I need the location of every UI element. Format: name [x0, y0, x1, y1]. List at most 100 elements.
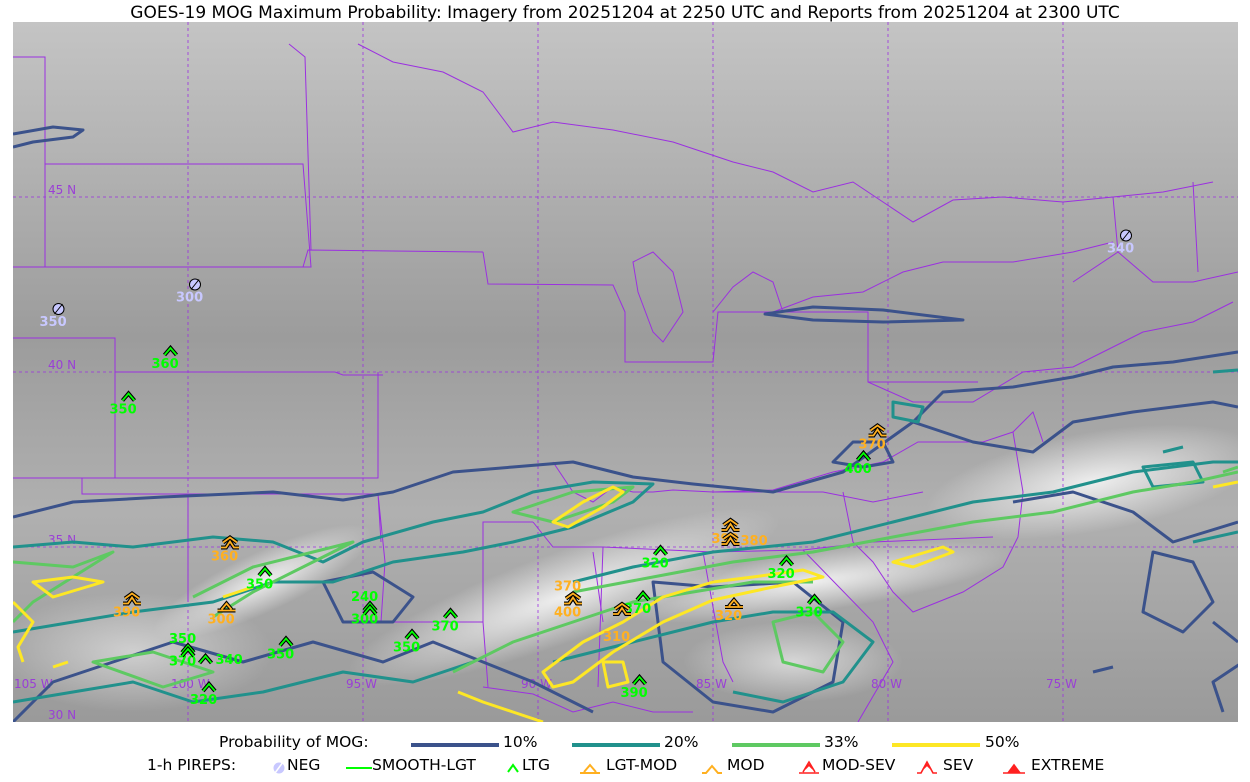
ltg-icon	[202, 682, 216, 692]
ltg-icon	[632, 675, 647, 685]
legend-neg: NEG	[287, 756, 321, 774]
mod-icon	[721, 532, 740, 545]
pirep-ltg[interactable]: 350	[246, 565, 273, 593]
ltg-icon	[363, 605, 377, 615]
pirep-neg[interactable]: 340	[1107, 229, 1134, 257]
ltg-icon	[121, 392, 136, 402]
pirep-altitude-label: 350	[110, 403, 137, 418]
pirep-ltg[interactable]: 390	[621, 673, 648, 701]
legend-swatch-50	[892, 743, 980, 747]
contour-10pct	[13, 125, 1238, 722]
ltg-icon	[405, 630, 419, 640]
pirep-altitude-label: 240	[351, 590, 378, 605]
lon-label: 80 W	[871, 677, 902, 691]
pirep-altitude-label: 350	[393, 641, 420, 656]
pirep-mod[interactable]: 310	[603, 601, 631, 645]
legend-label-33: 33%	[824, 733, 859, 751]
ltg-icon	[163, 346, 178, 356]
mod-icon	[868, 424, 887, 437]
lat-label: 30 N	[48, 708, 76, 722]
pirep-mod[interactable]: 370	[859, 423, 887, 453]
ltg-icon	[636, 591, 650, 601]
legend-sev: SEV	[943, 756, 974, 774]
pirep-ltg[interactable]: 330	[796, 593, 823, 621]
pirep-legend-title: 1-h PIREPS:	[147, 756, 237, 774]
extreme-icon	[1003, 763, 1025, 774]
legend-ltg: LTG	[522, 756, 550, 774]
pirep-altitude-label: 380	[741, 534, 768, 549]
pirep-ltg[interactable]: 350	[393, 628, 420, 656]
smooth-lgt-icon	[346, 767, 372, 769]
pirep-neg[interactable]: 300	[176, 278, 203, 306]
pirep-altitude-label: 320	[768, 567, 795, 582]
legend-extreme: EXTREME	[1031, 756, 1105, 774]
mod-icon	[721, 518, 740, 531]
pirep-mod[interactable]: 390	[113, 591, 141, 621]
ltg-icon	[856, 451, 871, 461]
pirep-altitude-label: 370	[432, 620, 459, 635]
mog-contours	[13, 125, 1238, 722]
pirep-ltg[interactable]: 350	[267, 635, 294, 663]
mod-icon	[221, 536, 239, 549]
lat-label: 45 N	[48, 183, 76, 197]
pirep-altitude-label: 400	[554, 606, 581, 621]
pirep-mod[interactable]: 360	[211, 535, 239, 565]
pirep-ltg[interactable]: 240	[351, 590, 378, 616]
pirep-altitude-label: 350	[267, 648, 294, 663]
probability-legend: Probability of MOG: 10% 20% 33% 50%	[0, 733, 1250, 755]
ltg-icon	[279, 637, 293, 647]
pirep-ltg[interactable]: 350	[169, 632, 196, 658]
mod-icon	[564, 592, 582, 605]
pirep-ltg[interactable]: 370	[169, 642, 196, 670]
map-title: GOES-19 MOG Maximum Probability: Imagery…	[130, 3, 1120, 23]
pirep-ltg[interactable]: 360	[152, 344, 179, 372]
pirep-altitude-label: 360	[152, 357, 179, 372]
pirep-lgt-mod[interactable]: 300	[208, 600, 236, 628]
lgt-mod-icon	[725, 598, 743, 608]
pirep-altitude-label: 350	[169, 632, 196, 647]
legend-label-50: 50%	[985, 733, 1020, 751]
pirep-ltg[interactable]: 300	[351, 600, 378, 628]
pirep-altitude-label: 300	[176, 291, 203, 306]
pirep-altitude-label: 300	[351, 613, 378, 628]
pirep-altitude-label: 370	[169, 655, 196, 670]
pirep-ltg[interactable]: 320	[190, 680, 217, 708]
pirep-altitude-label: 390	[113, 606, 140, 621]
ltg-icon	[807, 595, 822, 605]
ltg-icon	[653, 546, 668, 556]
pirep-altitude-label: 400	[845, 462, 872, 477]
legend-swatch-20	[572, 743, 660, 747]
legend-lgt-mod: LGT-MOD	[606, 756, 678, 774]
pirep-altitude-label: 300	[208, 613, 235, 628]
pirep-lgt-mod[interactable]: 320	[715, 596, 743, 624]
pirep-altitude-label: 340	[216, 653, 243, 668]
lat-lon-grid	[13, 22, 1238, 722]
pirep-ltg[interactable]: 370	[432, 607, 459, 635]
lon-label: 75 W	[1046, 677, 1077, 691]
legend-mod-sev: MOD-SEV	[822, 756, 896, 774]
neg-icon	[52, 303, 65, 315]
pirep-altitude-label: 370	[859, 438, 886, 453]
pirep-ltg[interactable]: 350	[110, 390, 137, 418]
pirep-ltg[interactable]: 320	[768, 554, 795, 582]
pirep-mod[interactable]: 380	[721, 531, 768, 549]
pirep-neg[interactable]: 350	[40, 303, 67, 331]
pirep-ltg[interactable]: 400	[845, 449, 872, 477]
pirep-ltg[interactable]: 340	[197, 652, 243, 668]
contour-20pct	[13, 368, 1238, 704]
ltg-icon	[198, 654, 213, 664]
legend-label-20: 20%	[664, 733, 699, 751]
pirep-mod[interactable]: 370	[554, 580, 582, 606]
pirep-altitude-label: 330	[796, 606, 823, 621]
ltg-icon	[363, 602, 377, 612]
neg-icon	[273, 761, 285, 774]
legend-mod: MOD	[727, 756, 765, 774]
pirep-ltg[interactable]: 320	[642, 544, 669, 572]
lgt-mod-icon	[217, 602, 236, 612]
satellite-map: 45 N 40 N 35 N 30 N 105 W 100 W 95 W 90 …	[13, 22, 1238, 722]
mod-icon	[702, 764, 722, 774]
mod-icon	[123, 592, 141, 605]
lat-label: 40 N	[48, 358, 76, 372]
pirep-altitude-label: 340	[1107, 242, 1134, 257]
ltg-icon	[181, 644, 195, 654]
